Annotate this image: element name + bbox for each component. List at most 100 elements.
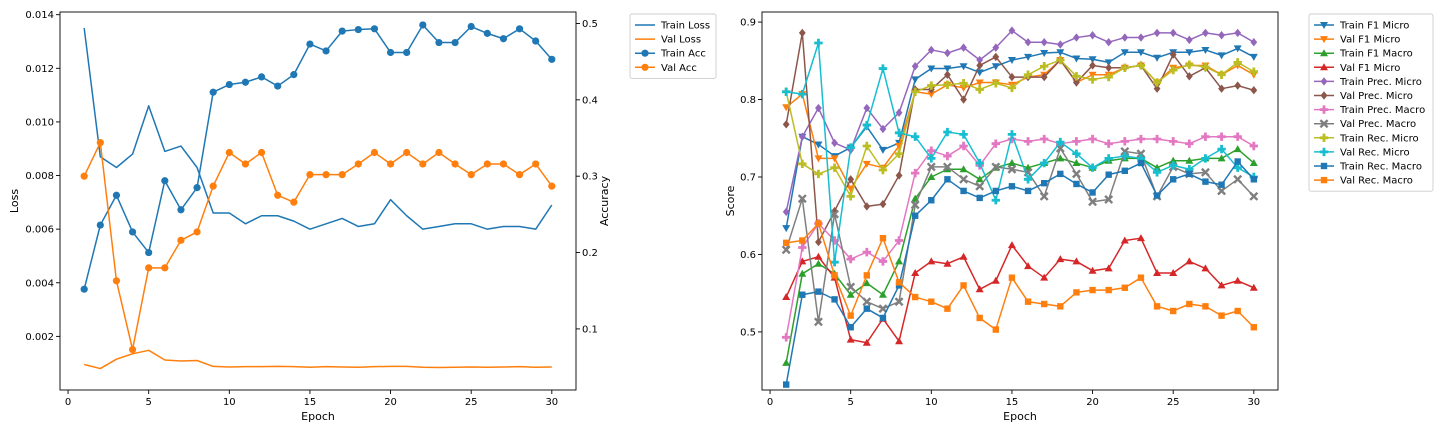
data-point: [419, 160, 427, 168]
data-point: [1120, 49, 1129, 57]
data-point: [1040, 72, 1048, 82]
data-point: [879, 199, 887, 209]
data-point: [1234, 307, 1241, 315]
data-point: [467, 171, 475, 179]
data-point: [815, 220, 822, 227]
data-point: [1169, 28, 1177, 38]
data-point: [1137, 33, 1145, 42]
data-point: [927, 65, 936, 73]
series-train-rec-macro: [782, 158, 1258, 388]
data-point: [1249, 283, 1258, 291]
data-point: [1104, 72, 1113, 82]
legend-marker: [1320, 91, 1328, 100]
y-tick-label: 0.014: [25, 10, 54, 21]
data-point: [782, 104, 791, 112]
data-point: [894, 149, 904, 158]
series-val-prec-micro: [782, 28, 1258, 247]
data-point: [847, 175, 855, 184]
data-point: [1186, 170, 1193, 178]
data-point: [975, 181, 985, 191]
legend-marker: [1320, 49, 1328, 57]
data-point: [1105, 171, 1112, 178]
x-tick-label: 15: [304, 397, 317, 408]
data-point: [1088, 134, 1097, 144]
data-point: [991, 162, 1001, 172]
data-point: [1169, 50, 1177, 59]
data-point: [895, 108, 903, 117]
x-tick-label: 0: [65, 397, 71, 408]
data-point: [814, 155, 823, 163]
legend-label: Train Rec. Micro: [1339, 133, 1419, 144]
data-point: [1007, 164, 1017, 174]
data-point: [895, 279, 903, 286]
data-point: [814, 38, 823, 48]
data-point: [991, 139, 1001, 148]
data-point: [975, 79, 984, 87]
data-point: [797, 194, 807, 204]
data-point: [290, 71, 298, 79]
legend-entry-val-prec-macro: Val Prec. Macro: [1314, 119, 1416, 130]
data-point: [1201, 62, 1210, 72]
data-point: [225, 80, 233, 89]
data-point: [975, 285, 984, 293]
data-point: [1233, 276, 1242, 284]
y-tick-label: 0.5: [740, 327, 756, 338]
data-point: [782, 358, 791, 366]
data-point: [798, 89, 807, 99]
data-point: [403, 48, 411, 57]
data-point: [386, 48, 395, 57]
data-point: [1056, 55, 1065, 65]
data-point: [499, 160, 508, 168]
data-point: [944, 176, 951, 183]
data-point: [1250, 324, 1258, 331]
data-point: [894, 128, 904, 138]
data-point: [1169, 176, 1177, 183]
data-point: [992, 326, 1000, 333]
data-point: [1234, 158, 1241, 165]
data-point: [798, 132, 806, 141]
legend-label: Val Acc: [661, 63, 697, 74]
data-point: [960, 43, 967, 52]
data-point: [831, 206, 838, 216]
data-point: [1218, 181, 1225, 188]
data-point: [863, 272, 871, 279]
data-point: [942, 162, 952, 172]
legend-entry-val-f1-micro: Val F1 Micro: [1314, 63, 1400, 74]
y-tick-label: 0.002: [25, 332, 54, 343]
data-point: [1217, 52, 1226, 60]
data-point: [991, 196, 1001, 205]
data-point: [895, 337, 904, 345]
legend-label: Val Loss: [661, 35, 701, 46]
x-tick-label: 20: [1086, 397, 1099, 408]
x-tick-label: 25: [1167, 397, 1180, 408]
data-point: [1039, 158, 1049, 168]
data-point: [878, 257, 888, 266]
data-point: [814, 252, 823, 260]
data-point: [1040, 50, 1049, 58]
data-point: [451, 160, 459, 168]
data-point: [943, 127, 952, 137]
data-point: [1072, 159, 1081, 167]
data-point: [1007, 83, 1017, 93]
data-point: [863, 202, 871, 211]
data-point: [976, 55, 984, 65]
data-point: [830, 236, 839, 245]
data-point: [1217, 281, 1226, 289]
data-point: [515, 25, 524, 33]
y-tick-label: 0.010: [25, 117, 54, 128]
data-point: [976, 314, 983, 322]
series-line-val-rec-micro: [786, 42, 1255, 263]
data-point: [1040, 38, 1048, 47]
data-point: [910, 168, 920, 178]
legend-label: Train Loss: [660, 21, 710, 32]
x-tick-label: 5: [848, 397, 854, 408]
data-point: [548, 55, 556, 63]
legend-entry-train-prec-micro: Train Prec. Micro: [1314, 77, 1422, 88]
data-point: [1153, 303, 1161, 310]
data-point: [96, 138, 104, 147]
data-point: [1137, 274, 1145, 281]
data-point: [338, 171, 346, 179]
data-point: [782, 293, 791, 301]
data-point: [1249, 159, 1258, 167]
data-point: [911, 76, 920, 84]
